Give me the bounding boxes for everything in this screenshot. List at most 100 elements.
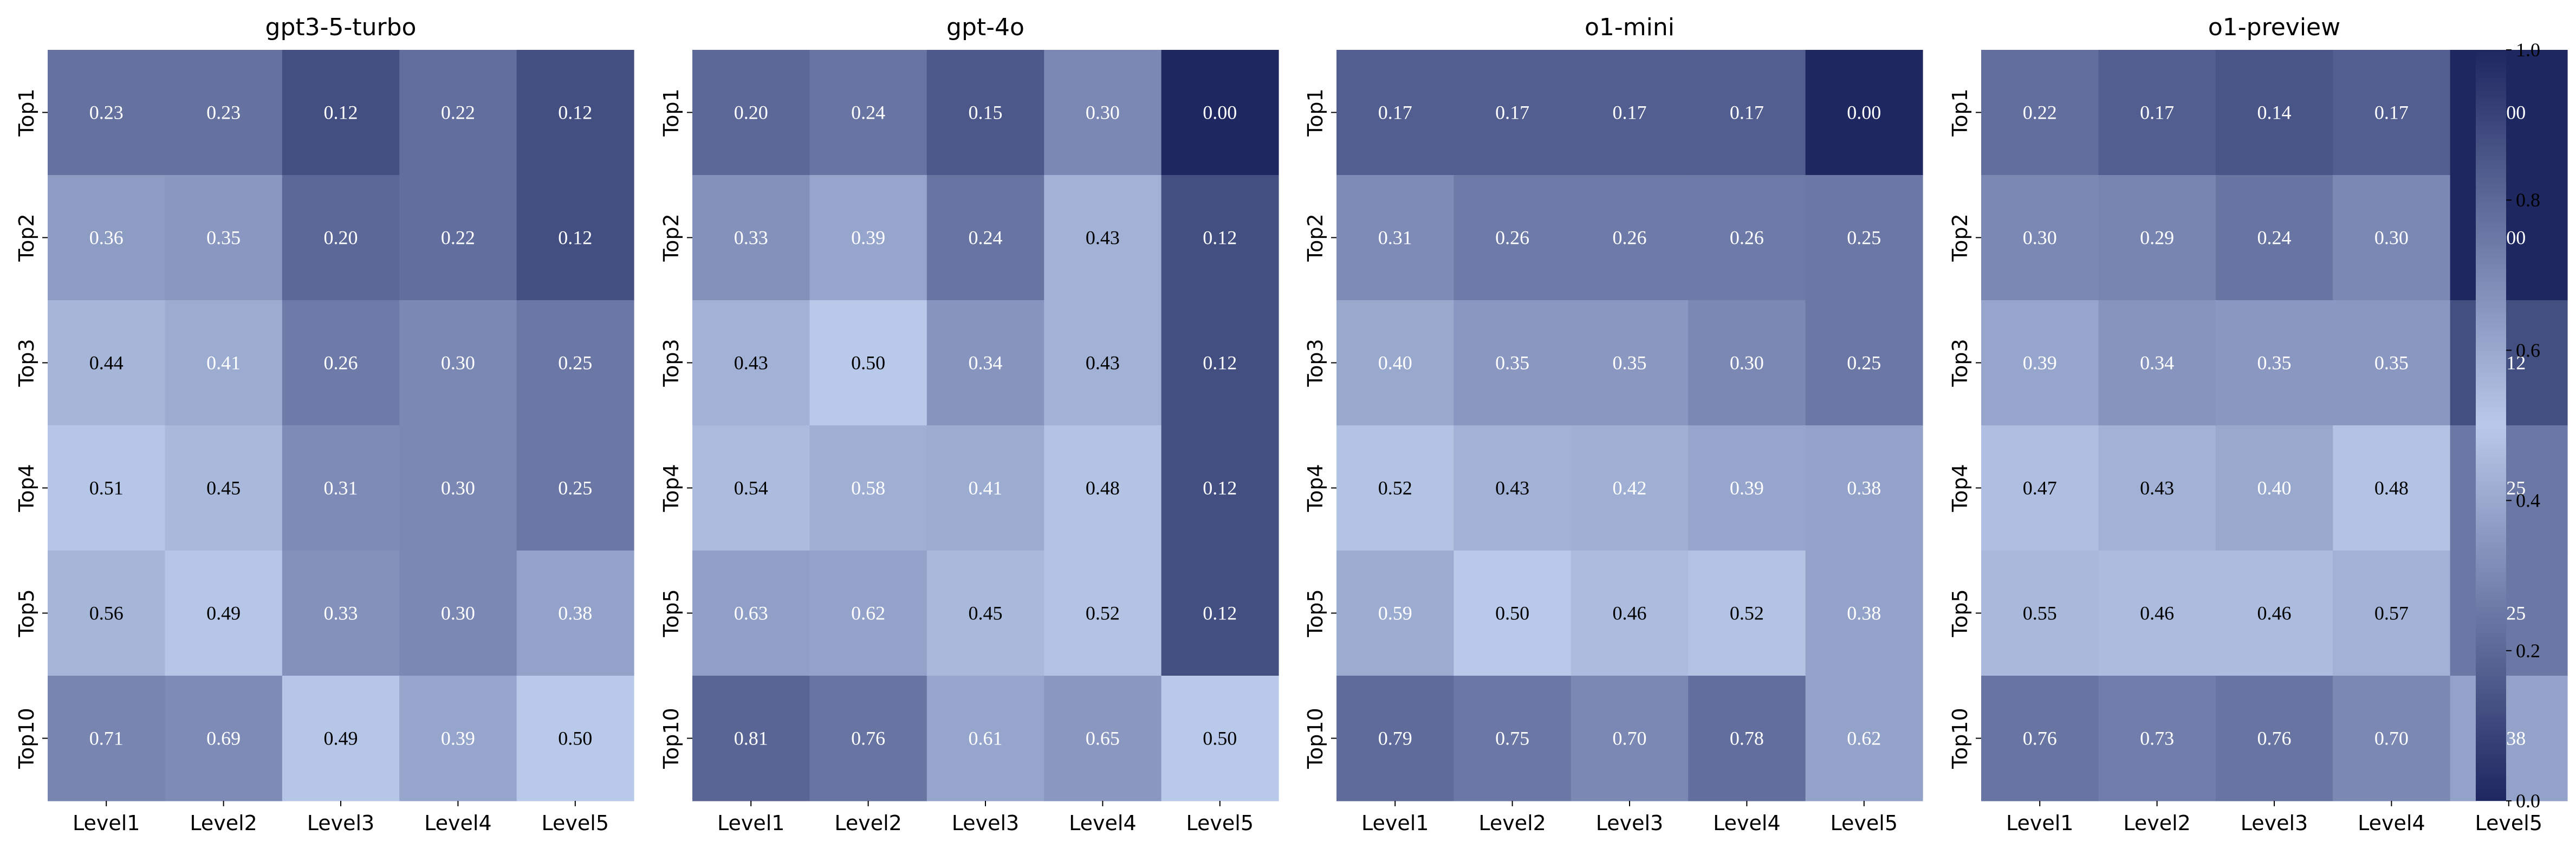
y-tick-label: Top3 (1948, 339, 1972, 387)
cell-value-label: 0.34 (2140, 352, 2174, 374)
heatmap-cell (48, 551, 165, 676)
cell-value-label: 0.25 (1847, 352, 1881, 374)
y-tick-label: Top1 (15, 88, 38, 137)
cell-value-label: 0.24 (969, 227, 1003, 249)
heatmap-cell (1336, 425, 1454, 551)
cell-value-label: 0.55 (2023, 603, 2057, 624)
heatmap-cell (1336, 300, 1454, 426)
heatmap-panel-3: o1-mini 0.17 0.17 0.17 0.17 0.00 0.31 0.26 0.26 0… (1303, 14, 1923, 835)
cell-value-label: 0.70 (2374, 728, 2409, 749)
heatmap-cell (2450, 175, 2568, 301)
cell-value-label: 0.23 (206, 102, 241, 124)
cell-value-label: 0.70 (1613, 728, 1647, 749)
x-tick-label: Level2 (2123, 811, 2190, 835)
cell-value-label: 0.34 (969, 352, 1003, 374)
cell-value-label: 0.29 (2140, 227, 2174, 249)
heatmap-cell (1805, 175, 1923, 301)
cell-value-label: 0.56 (89, 603, 124, 624)
y-tick-label: Top2 (15, 213, 38, 262)
cell-value-label: 0.38 (1847, 603, 1881, 624)
x-tick-label: Level2 (190, 811, 257, 835)
heatmap-cell (926, 300, 1044, 426)
cell-value-label: 0.33 (734, 227, 768, 249)
heatmap-cell (692, 425, 810, 551)
y-tick-label: Top2 (1948, 213, 1972, 262)
heatmap-cell (2098, 300, 2216, 426)
cell-value-label: 0.46 (2257, 603, 2292, 624)
cell-value-label: 0.00 (1203, 102, 1237, 124)
heatmap-cell (1161, 425, 1279, 551)
heatmap-cell (1454, 175, 1572, 301)
cell-value-label: 0.12 (558, 102, 592, 124)
heatmap-cell (1336, 50, 1454, 176)
heatmap-cell (692, 300, 810, 426)
cell-value-label: 0.22 (441, 102, 475, 124)
cell-value-label: 0.62 (1847, 728, 1881, 749)
y-tick-label: Top5 (15, 589, 38, 637)
x-tick-label: Level3 (307, 811, 374, 835)
heatmap-cell (1981, 551, 2099, 676)
cell-value-label: 0.17 (1378, 102, 1412, 124)
heatmap-cell (1688, 300, 1806, 426)
cell-value-label: 0.26 (324, 352, 358, 374)
cell-value-label: 0.35 (206, 227, 241, 249)
cell-value-label: 0.75 (1495, 728, 1529, 749)
cell-value-label: 0.50 (1203, 728, 1237, 749)
x-tick-label: Level4 (1713, 811, 1780, 835)
cell-value-label: 0.42 (1613, 477, 1647, 499)
heatmap-cell (692, 175, 810, 301)
heatmap-panel-1: gpt3-5-turbo 0.23 0.23 0.12 0.22 0.12 0.36 0.35… (15, 14, 634, 835)
y-tick-label: Top5 (1948, 589, 1972, 637)
heatmap-cell (1571, 300, 1689, 426)
heatmap-cell (809, 676, 927, 801)
heatmap-cell (809, 551, 927, 676)
heatmap-cell (926, 551, 1044, 676)
y-tick-label: Top10 (15, 708, 38, 769)
heatmap-cell (282, 50, 400, 176)
x-tick-label: Level4 (1069, 811, 1136, 835)
heatmap-cell (1044, 300, 1162, 426)
heatmap-cell (1688, 676, 1806, 801)
heatmap-cell (2333, 300, 2451, 426)
cell-value-label: 0.78 (1730, 728, 1764, 749)
y-tick-label: Top4 (1303, 464, 1327, 512)
heatmap-cell (165, 300, 283, 426)
cell-value-label: 0.41 (969, 477, 1003, 499)
cell-value-label: 0.30 (2023, 227, 2057, 249)
heatmap-cell (1454, 425, 1572, 551)
heatmap-cell (399, 175, 517, 301)
x-tick-label: Level5 (542, 811, 609, 835)
cell-value-label: 0.40 (2257, 477, 2292, 499)
heatmap-cell (516, 300, 634, 426)
heatmap-cell (2333, 175, 2451, 301)
y-tick-label: Top2 (1303, 213, 1327, 262)
heatmap-cell (2215, 425, 2333, 551)
heatmap-cell (1571, 551, 1689, 676)
x-tick-label: Level2 (1478, 811, 1546, 835)
heatmap-cell (1688, 50, 1806, 176)
cell-value-label: 0.12 (1203, 352, 1237, 374)
cell-value-label: 0.36 (89, 227, 124, 249)
heatmap-cell (399, 50, 517, 176)
heatmap-cell (282, 425, 400, 551)
cell-value-label: 0.73 (2140, 728, 2174, 749)
heatmap-cell (2450, 50, 2568, 176)
x-tick-label: Level1 (1361, 811, 1429, 835)
cell-value-label: 0.12 (1203, 227, 1237, 249)
heatmap-cell (1805, 676, 1923, 801)
heatmap-cell (1805, 50, 1923, 176)
cell-value-label: 0.30 (1730, 352, 1764, 374)
cell-value-label: 0.61 (969, 728, 1003, 749)
x-tick-label: Level4 (2358, 811, 2425, 835)
heatmap-cell (1454, 300, 1572, 426)
heatmap-cell (2215, 551, 2333, 676)
y-tick-label: Top5 (659, 589, 683, 637)
cell-value-label: 0.17 (2140, 102, 2174, 124)
heatmap-cell (2215, 300, 2333, 426)
heatmap-cell (1161, 300, 1279, 426)
colorbar-tick-label: 0.8 (2516, 189, 2540, 211)
heatmap-cell (399, 551, 517, 676)
cell-value-label: 0.31 (1378, 227, 1412, 249)
cell-value-label: 0.12 (1203, 477, 1237, 499)
heatmap-cell (809, 50, 927, 176)
